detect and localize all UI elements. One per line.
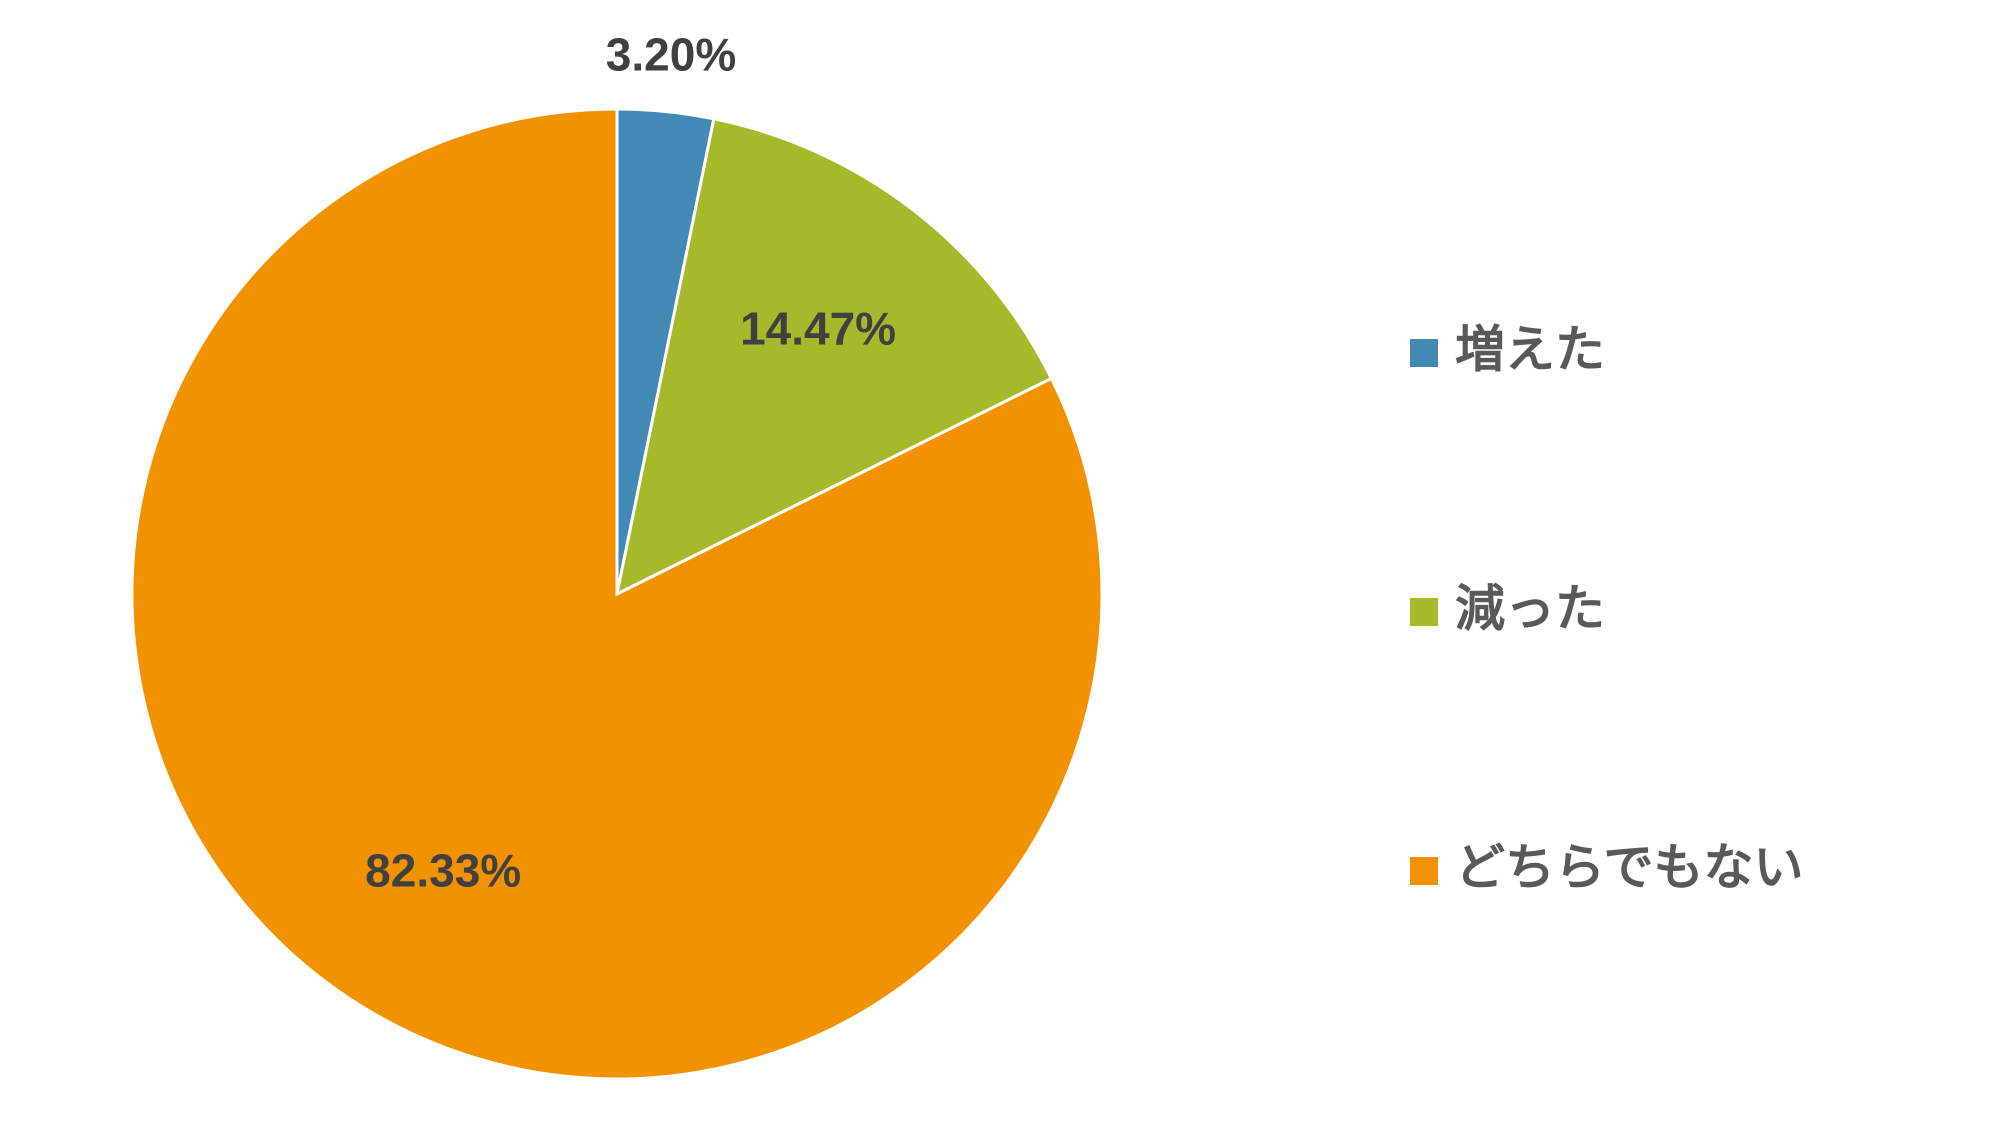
legend-label: 増えた (1455, 321, 1605, 379)
legend-label: どちらでもない (1455, 839, 1804, 897)
data-label: 3.20% (606, 29, 736, 81)
legend-swatch (1410, 598, 1438, 626)
pie-slice (614, 117, 1054, 597)
data-label: 14.47% (740, 303, 896, 355)
legend-label: 減った (1455, 580, 1605, 638)
legend-swatch (1410, 857, 1438, 885)
pie-slice (130, 107, 1104, 1081)
data-label: 82.33% (365, 844, 521, 896)
legend-swatch (1410, 339, 1438, 367)
